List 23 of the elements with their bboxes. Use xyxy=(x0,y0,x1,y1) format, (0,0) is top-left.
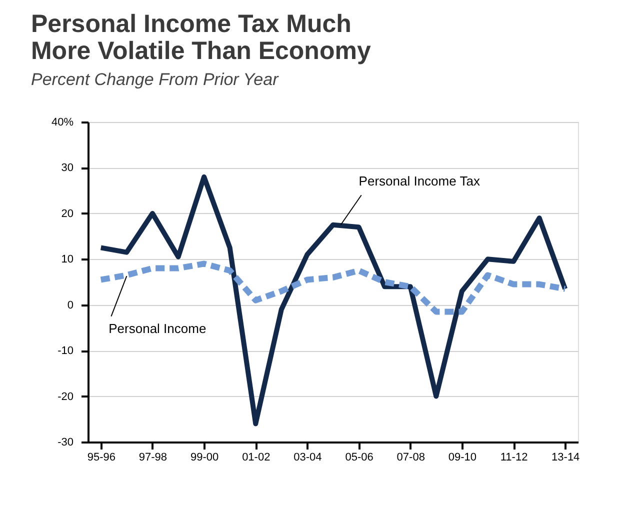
y-tick-label: -30 xyxy=(58,436,74,448)
x-tick-label: 09-10 xyxy=(448,452,477,464)
text: Personal Income Tax Much xyxy=(30,10,352,38)
text: Personal Income xyxy=(108,321,206,336)
y-tick-label: 0 xyxy=(67,299,74,312)
y-tick-label: 30 xyxy=(61,162,74,174)
x-tick-label: 07-08 xyxy=(396,452,425,464)
x-tick-label: 13-14 xyxy=(552,452,580,464)
y-tick-label: 10 xyxy=(61,254,74,266)
y-tick-label: -10 xyxy=(58,345,74,358)
x-tick-label: 99-00 xyxy=(190,452,219,464)
x-tick-label: 95-96 xyxy=(87,452,116,464)
x-tick-label: 05-06 xyxy=(345,452,374,464)
y-tick-label: 20 xyxy=(61,208,74,220)
x-tick-label: 11-12 xyxy=(500,452,528,464)
x-tick-label: 03-04 xyxy=(294,452,322,464)
text: More Volatile Than Economy xyxy=(30,37,371,65)
x-tick-label: 97-98 xyxy=(138,452,168,464)
chart-subtitle: Percent Change From Prior Year xyxy=(30,70,280,89)
x-tick-label: 01-02 xyxy=(242,452,270,464)
y-tick-label: -20 xyxy=(58,390,74,403)
y-tick-label: 40% xyxy=(51,116,74,128)
text: Personal Income Tax xyxy=(358,173,480,188)
